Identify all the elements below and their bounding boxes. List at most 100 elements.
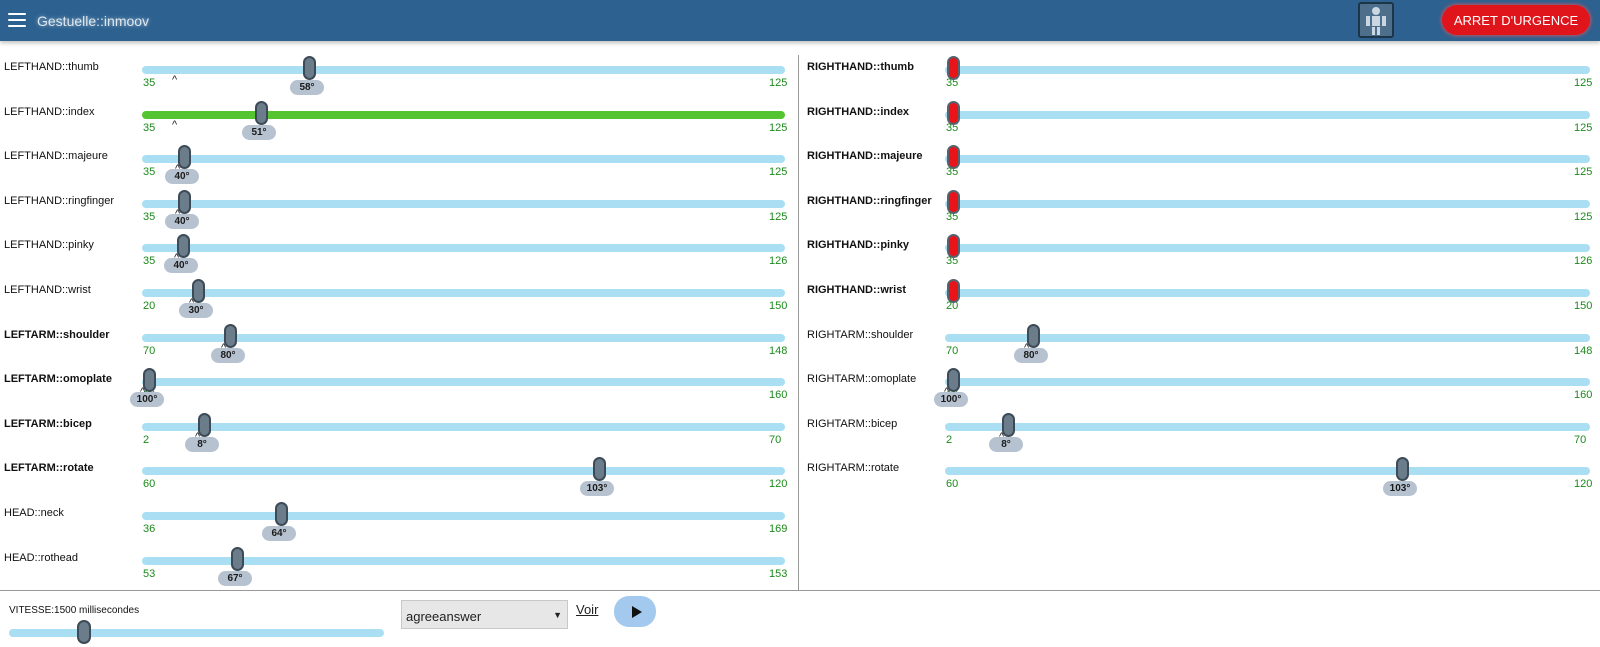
- slider-row: LEFTHAND::thumb 35 125 ^ 58°: [0, 55, 1600, 99]
- slider-max-value: 125: [769, 77, 788, 89]
- slider-label: HEAD::rothead: [4, 551, 78, 564]
- slider-label: RIGHTHAND::ringfinger: [807, 194, 932, 207]
- slider-min-value: 35: [143, 121, 156, 134]
- slider-value-tooltip: 67°: [218, 570, 252, 586]
- slider-value-tooltip: 40°: [164, 258, 198, 274]
- slider-row: RIGHTHAND::pinky 35 126: [0, 233, 1600, 277]
- slider-handle[interactable]: [1002, 412, 1015, 437]
- gesture-select[interactable]: agreeanswer ▼: [401, 600, 568, 629]
- slider-max-value: 125: [769, 121, 788, 134]
- slider-handle[interactable]: [947, 56, 960, 80]
- slider-value-tooltip: 8°: [989, 436, 1023, 452]
- slider-value-tooltip: 103°: [1383, 481, 1417, 497]
- hamburger-icon[interactable]: [8, 10, 26, 30]
- slider-handle[interactable]: [192, 279, 205, 303]
- slider-value-tooltip: 58°: [290, 80, 324, 95]
- slider-handle[interactable]: [947, 234, 960, 259]
- slider-track[interactable]: [142, 378, 785, 387]
- slider-value-tooltip: 100°: [934, 392, 968, 408]
- slider-track[interactable]: [142, 155, 785, 164]
- slider-row: RIGHTHAND::ringfinger 35 125: [0, 189, 1600, 233]
- slider-track[interactable]: [945, 66, 1590, 74]
- slider-label: LEFTHAND::pinky: [4, 239, 94, 252]
- slider-min-value: 36: [143, 523, 156, 535]
- slider-handle[interactable]: [593, 457, 606, 482]
- slider-min-value: 35: [946, 77, 959, 89]
- slider-row: RIGHTHAND::index 35 125: [0, 100, 1600, 144]
- slider-handle[interactable]: [1396, 457, 1409, 482]
- slider-handle[interactable]: [947, 100, 960, 125]
- slider-row: RIGHTHAND::thumb 35 125: [0, 55, 1600, 99]
- slider-min-value: 35: [946, 166, 959, 179]
- speed-slider-track[interactable]: [9, 629, 384, 637]
- slider-track[interactable]: [142, 66, 785, 74]
- slider-label: LEFTHAND::ringfinger: [4, 194, 115, 207]
- slider-track[interactable]: [945, 289, 1590, 297]
- slider-max-value: 150: [769, 300, 788, 312]
- gesture-select-value: agreeanswer: [406, 609, 482, 624]
- slider-label: LEFTARM::rotate: [4, 462, 94, 475]
- slider-value-tooltip: 80°: [211, 347, 245, 363]
- slider-handle[interactable]: [303, 56, 316, 80]
- slider-label: RIGHTARM::shoulder: [807, 328, 914, 341]
- voir-link[interactable]: Voir: [576, 602, 599, 617]
- slider-track[interactable]: [945, 244, 1590, 253]
- slider-track[interactable]: [142, 512, 785, 520]
- play-button[interactable]: [614, 596, 656, 627]
- slider-handle[interactable]: [198, 412, 211, 437]
- slider-value-tooltip: 80°: [1014, 347, 1048, 363]
- slider-handle[interactable]: [275, 502, 288, 526]
- slider-row: HEAD::rothead 53 153 67°: [0, 546, 1600, 590]
- slider-value-tooltip: 30°: [179, 303, 213, 318]
- speed-slider-handle[interactable]: [77, 620, 91, 644]
- slider-track[interactable]: [945, 199, 1590, 208]
- slider-row: HEAD::neck 36 169 64°: [0, 501, 1600, 545]
- slider-track[interactable]: [142, 110, 785, 119]
- slider-max-value: 125: [1574, 166, 1593, 179]
- slider-track[interactable]: [945, 155, 1590, 164]
- slider-track[interactable]: [142, 289, 785, 297]
- emergency-stop-button[interactable]: ARRET D'URGENCE: [1442, 5, 1590, 35]
- slider-track[interactable]: [945, 467, 1590, 476]
- slider-track[interactable]: [945, 110, 1590, 119]
- slider-track[interactable]: [142, 199, 785, 208]
- slider-handle[interactable]: [177, 234, 190, 259]
- slider-label: LEFTHAND::thumb: [4, 61, 99, 73]
- slider-label: RIGHTARM::bicep: [807, 417, 898, 430]
- slider-handle[interactable]: [947, 279, 960, 303]
- slider-max-value: 125: [1574, 121, 1593, 134]
- slider-label: LEFTARM::bicep: [4, 417, 92, 430]
- slider-max-value: 126: [769, 255, 788, 268]
- slider-handle[interactable]: [224, 323, 237, 348]
- slider-handle[interactable]: [1027, 323, 1040, 348]
- slider-row: LEFTARM::rotate 60 120 103°: [0, 456, 1600, 500]
- slider-handle[interactable]: [255, 100, 268, 125]
- slider-track[interactable]: [142, 422, 785, 431]
- slider-handle[interactable]: [231, 546, 244, 571]
- caret-marker: ^: [172, 118, 178, 131]
- slider-track[interactable]: [945, 378, 1590, 387]
- slider-track[interactable]: [945, 333, 1590, 342]
- slider-track[interactable]: [142, 333, 785, 342]
- slider-track[interactable]: [142, 467, 785, 476]
- slider-track[interactable]: [945, 422, 1590, 431]
- slider-max-value: 153: [769, 567, 788, 580]
- slider-min-value: 35: [143, 166, 156, 179]
- slider-handle[interactable]: [947, 368, 960, 393]
- slider-label: LEFTHAND::majeure: [4, 150, 108, 163]
- slider-handle[interactable]: [947, 145, 960, 170]
- slider-track[interactable]: [142, 244, 785, 253]
- slider-track[interactable]: [142, 556, 785, 565]
- slider-row: LEFTARM::omoplate10160^100°: [0, 367, 1600, 411]
- slider-max-value: 125: [1574, 77, 1593, 89]
- slider-label: LEFTHAND::wrist: [4, 284, 91, 296]
- slider-min-value: 35: [143, 255, 156, 268]
- slider-row: RIGHTARM::rotate 60 120 103°: [0, 456, 1600, 500]
- slider-handle[interactable]: [178, 189, 191, 214]
- slider-handle[interactable]: [178, 145, 191, 170]
- slider-handle[interactable]: [143, 368, 156, 393]
- slider-handle[interactable]: [947, 189, 960, 214]
